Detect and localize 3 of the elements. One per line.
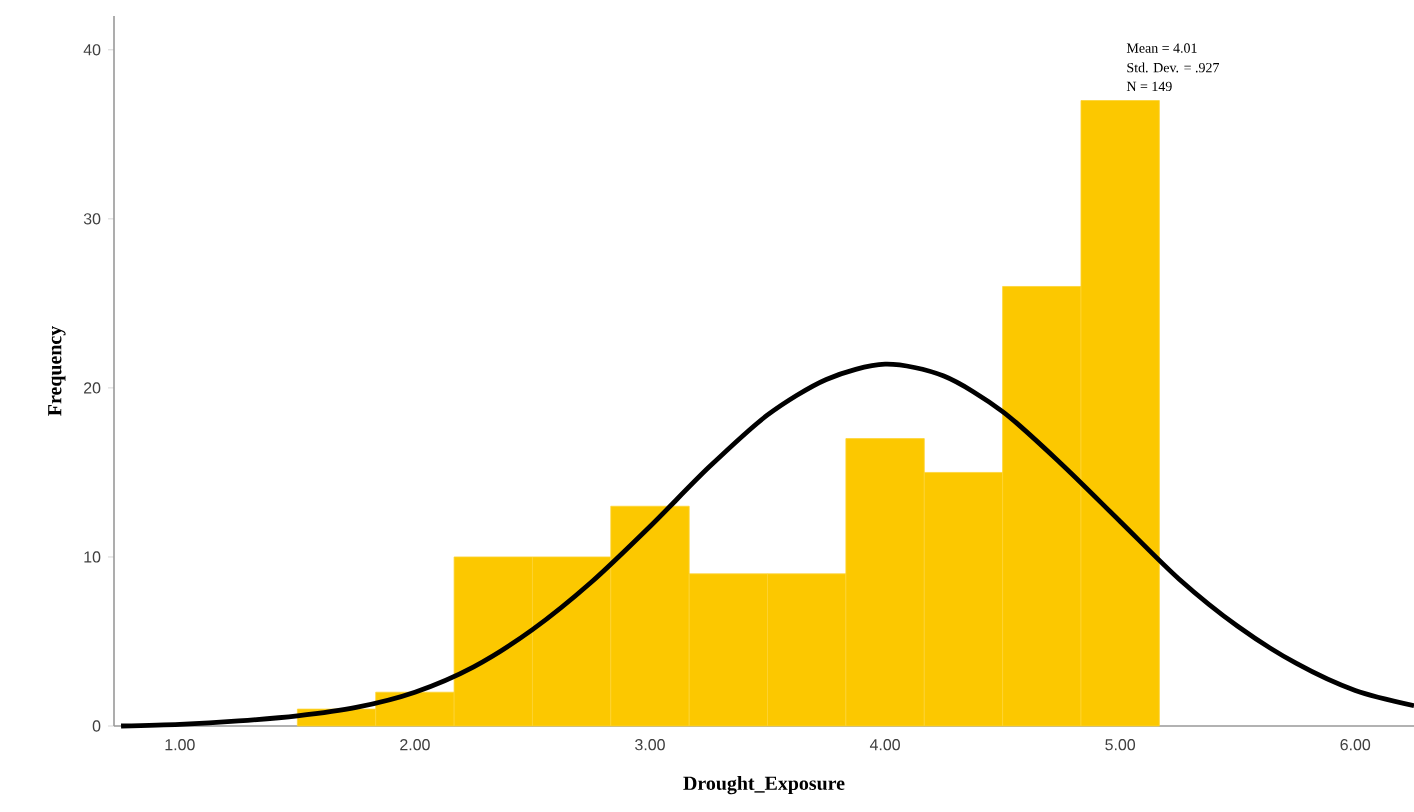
x-axis-title: Drought_Exposure [683, 775, 845, 795]
line-series [118, 361, 1414, 729]
y-axis-title: Frequency [48, 325, 66, 416]
